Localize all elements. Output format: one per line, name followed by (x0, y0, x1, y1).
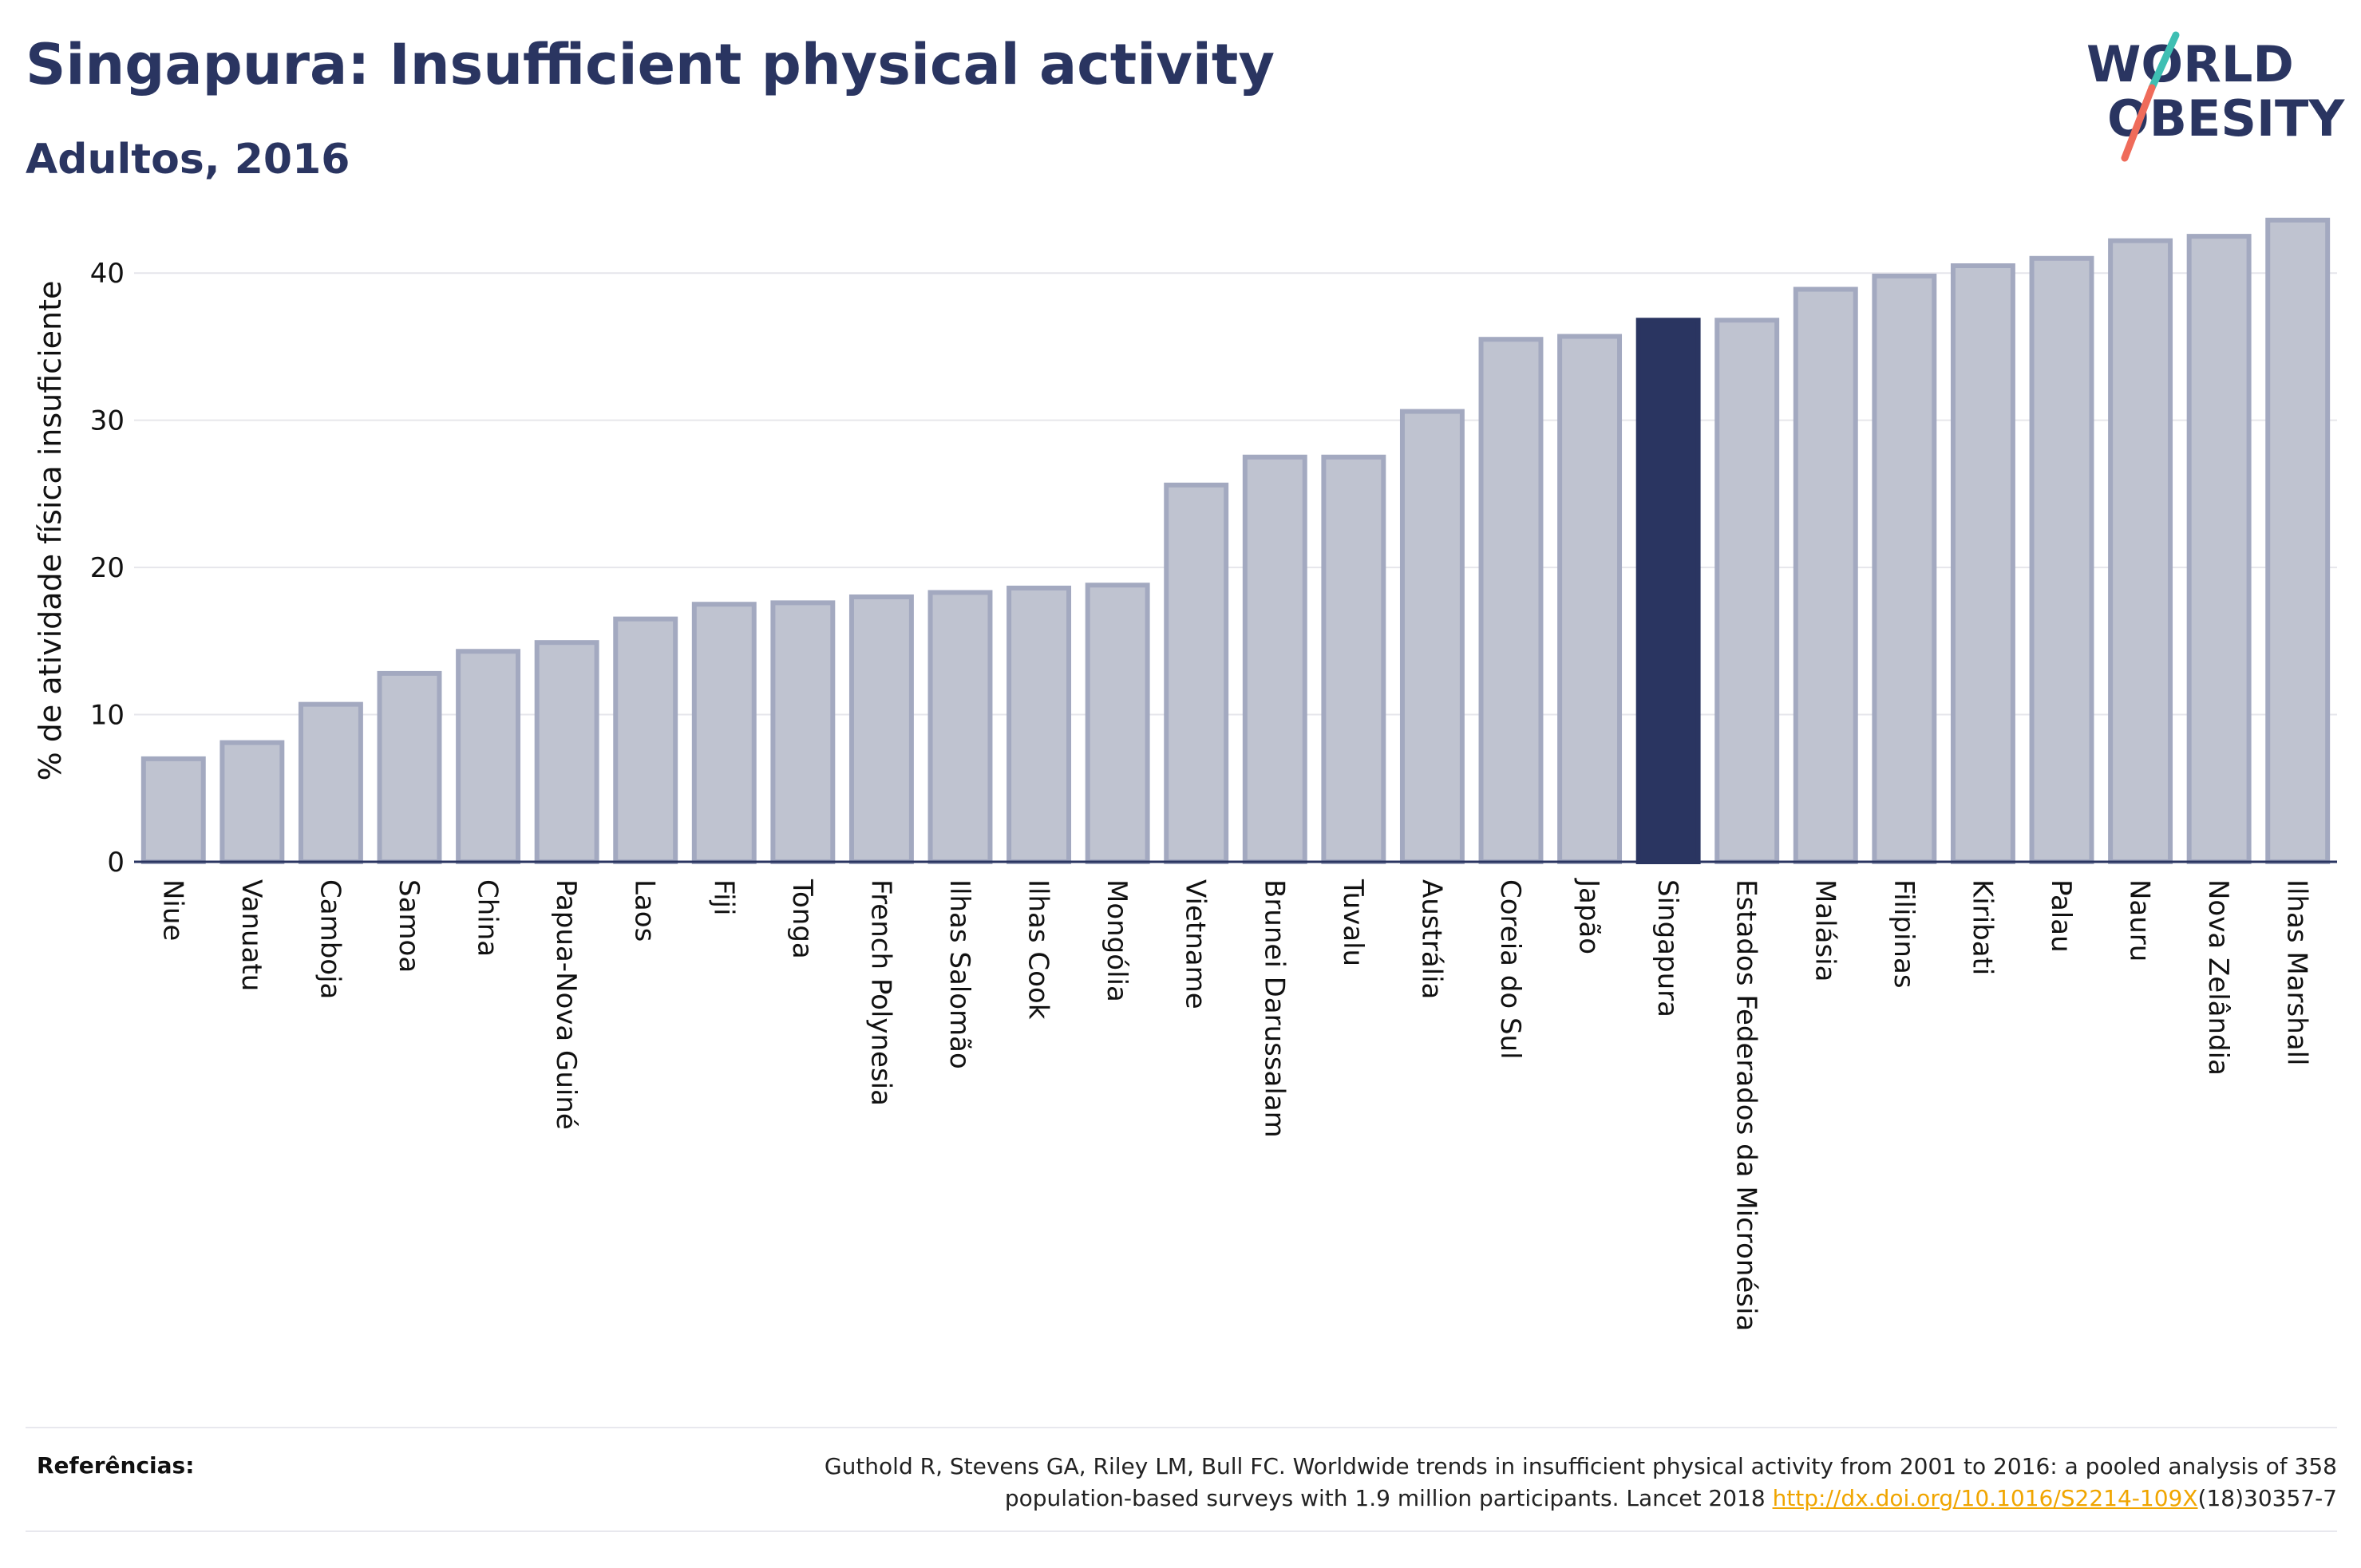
x-tick-label: Nova Zelândia (2202, 879, 2234, 1076)
bar (1399, 409, 1465, 864)
y-tick-label: 20 (90, 552, 125, 584)
bar (1872, 273, 1937, 864)
bar-highlighted (1635, 318, 1701, 864)
bar (691, 602, 757, 864)
bar (219, 740, 285, 864)
x-tick-label: Coreia do Sul (1494, 879, 1526, 1060)
x-tick-label: Vietname (1180, 879, 1212, 1009)
bar (848, 594, 914, 864)
x-tick-label: Austrália (1415, 879, 1447, 999)
logo-slash-teal (2148, 31, 2180, 92)
bar (1793, 286, 1858, 864)
bar (534, 640, 599, 865)
world-obesity-logo: WORLD OBESITY (2086, 31, 2345, 162)
x-tick-label: Ilhas Salomão (943, 879, 975, 1069)
x-tick-label: Vanuatu (235, 879, 267, 991)
x-tick-label: Niue (156, 879, 188, 941)
x-tick-label: Kiribati (1966, 879, 1998, 975)
bar (2108, 238, 2173, 864)
y-tick-label: 30 (90, 405, 125, 437)
y-tick-label: 0 (107, 847, 125, 879)
x-tick-label: Ilhas Marshall (2281, 879, 2313, 1066)
bar (2186, 234, 2252, 865)
logo-text-world: WORLD (2086, 35, 2294, 93)
x-tick-label: Tonga (786, 879, 818, 959)
bar (1006, 585, 1072, 865)
bar (1164, 482, 1229, 864)
bar (298, 701, 363, 865)
x-tick-label: Filipinas (1888, 879, 1920, 989)
reference-text-line1: Guthold R, Stevens GA, Riley LM, Bull FC… (824, 1453, 2337, 1479)
reference-doi-link[interactable]: http://dx.doi.org/10.1016/S2214-109X (1772, 1485, 2198, 1511)
reference-text-line2: population-based surveys with 1.9 millio… (1004, 1485, 1773, 1511)
x-tick-label: Brunei Darussalam (1258, 879, 1290, 1138)
bar (770, 600, 836, 865)
x-tick-label: Camboja (314, 879, 346, 999)
bar (1478, 337, 1544, 864)
x-tick-label: Ilhas Cook (1022, 879, 1054, 1020)
x-tick-label: Nauru (2124, 879, 2156, 962)
x-tick-label: Laos (629, 879, 661, 942)
bar (456, 649, 521, 864)
x-tick-label: Papua-Nova Guiné (550, 879, 582, 1130)
bar (1085, 583, 1150, 864)
x-tick-label: Palau (2045, 879, 2077, 953)
chart-subtitle: Adultos, 2016 (26, 136, 350, 184)
bar (613, 616, 678, 865)
bar (1714, 318, 1780, 864)
bar (1950, 263, 2015, 864)
references-label: Referências: (37, 1452, 195, 1479)
reference-text-line3: (18)30357-7 (2197, 1485, 2337, 1511)
bars (140, 217, 2331, 865)
references-text: Guthold R, Stevens GA, Riley LM, Bull FC… (581, 1451, 2337, 1515)
y-tick-label: 40 (90, 258, 125, 290)
x-tick-label: China (472, 879, 504, 957)
x-tick-label: Mongólia (1101, 879, 1133, 1002)
x-tick-label: Malásia (1809, 879, 1841, 981)
bar (377, 670, 442, 865)
x-tick-label: Estados Federados da Micronésia (1730, 879, 1762, 1331)
y-axis-label: % de atividade física insuficiente (33, 281, 68, 781)
bar (1242, 454, 1307, 864)
x-tick-label: French Polynesia (864, 879, 896, 1106)
bar (2029, 255, 2094, 864)
x-tick-label: Tuvalu (1337, 879, 1369, 966)
bar (1321, 454, 1386, 864)
bar (140, 756, 206, 865)
references-section: Referências: Guthold R, Stevens GA, Rile… (26, 1427, 2337, 1532)
x-tick-label: Japão (1573, 878, 1605, 954)
logo-slash-coral (2121, 84, 2156, 162)
x-tick-label: Samoa (393, 879, 425, 973)
x-tick-label: Fiji (707, 879, 739, 915)
bar-chart: 0 10 20 30 40 Niue Vanuatu Camboja Samoa China Pap… (33, 217, 2337, 1331)
bar (1557, 334, 1623, 864)
y-tick-label: 10 (90, 700, 125, 732)
chart-title: Singapura: Insufficient physical activit… (26, 32, 1275, 97)
bar (2265, 217, 2331, 865)
bar (927, 590, 993, 864)
x-tick-label: Singapura (1651, 879, 1683, 1017)
labels: 0 10 20 30 40 Niue Vanuatu Camboja Samoa China Pap… (33, 258, 2313, 1331)
